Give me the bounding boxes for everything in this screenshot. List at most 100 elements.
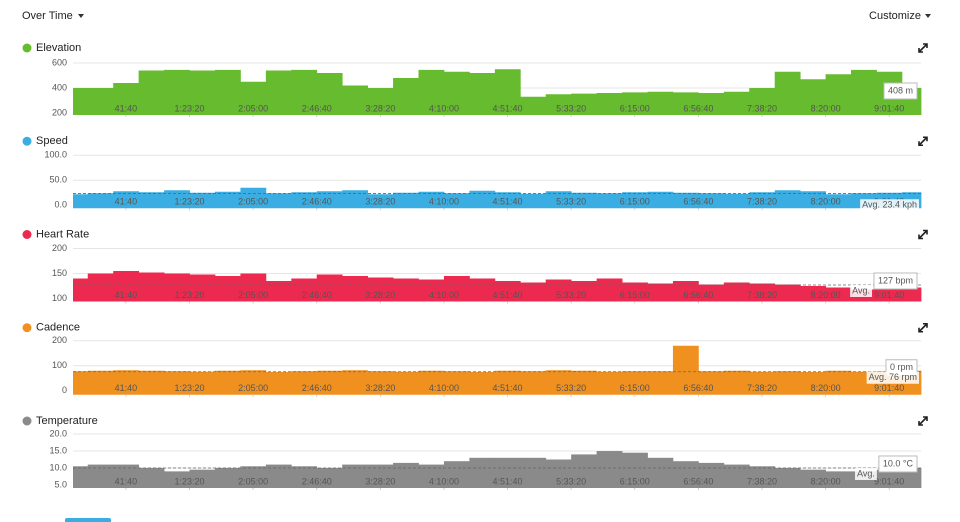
charts: Elevation 200 400 600 41:40 1:23:20 2:05:00 2:4… <box>22 42 928 490</box>
x-tick-label: 7:38:20 <box>747 383 777 393</box>
area-segment <box>418 69 445 115</box>
x-tick-label: 41:40 <box>115 197 138 207</box>
area-segment <box>698 93 725 115</box>
area-segment <box>265 464 292 488</box>
area-segment <box>418 191 445 209</box>
x-tick-label: 6:56:40 <box>683 103 713 113</box>
legend-dot <box>22 230 32 239</box>
area-segment <box>164 371 190 395</box>
area-segment <box>800 191 826 209</box>
area-segment <box>520 193 547 209</box>
area-segment <box>698 284 725 302</box>
area-segment <box>240 187 267 209</box>
x-tick-label: 9:01:40 <box>874 476 904 486</box>
area-segment <box>749 371 776 395</box>
area-segment <box>749 192 776 209</box>
area-segment <box>800 372 826 395</box>
area-segment <box>418 370 445 395</box>
area-segment <box>214 467 241 488</box>
chart-panel: Heart Rate 100 150 200 41:40 1:23:20 2:05:00 2:… <box>22 228 928 304</box>
x-tick-label: 8:20:00 <box>811 197 841 207</box>
expand-icon[interactable] <box>918 229 928 240</box>
x-tick-label: 5:33:20 <box>556 103 586 113</box>
area-segment <box>545 191 572 209</box>
area-segment <box>87 370 114 395</box>
area-segment <box>545 94 572 115</box>
x-tick-label: 2:05:00 <box>238 383 268 393</box>
area-segment <box>494 69 521 115</box>
x-tick-label: 6:15:00 <box>620 476 650 486</box>
expand-icon[interactable] <box>918 136 928 147</box>
area-segment <box>393 371 419 395</box>
customize-dropdown[interactable]: Customize <box>869 10 921 22</box>
area-segment <box>265 70 292 115</box>
area-segment <box>622 282 648 302</box>
area-segment <box>291 192 318 209</box>
area-segment <box>367 371 394 395</box>
area-segment <box>520 371 547 395</box>
x-tick-label: 7:38:20 <box>747 197 777 207</box>
area-segment <box>164 471 190 488</box>
x-tick-label: 4:10:00 <box>429 197 459 207</box>
area-segment <box>214 191 241 209</box>
area-segment <box>393 78 419 115</box>
x-tick-label: 4:10:00 <box>429 290 459 300</box>
area-segment <box>672 345 699 395</box>
chart-title: Speed <box>36 135 68 147</box>
area-segment <box>113 464 140 488</box>
area-segment <box>698 462 725 488</box>
area-segment <box>189 469 216 488</box>
area-segment <box>73 278 89 302</box>
x-tick-label: 3:28:20 <box>365 197 395 207</box>
expand-icon[interactable] <box>918 322 928 333</box>
x-tick-label: 1:23:20 <box>175 103 205 113</box>
area-segment <box>164 69 190 115</box>
area-segment <box>672 92 699 115</box>
area-segment <box>901 287 922 302</box>
area-segment <box>367 464 394 488</box>
average-label-bg <box>855 467 877 480</box>
x-tick-label: 41:40 <box>115 383 138 393</box>
area-segment <box>647 371 674 395</box>
y-tick-label: 150 <box>52 268 67 278</box>
expand-icon[interactable] <box>918 43 928 53</box>
area-segment <box>800 469 826 488</box>
area-segment <box>596 93 623 115</box>
x-tick-label: 6:56:40 <box>683 383 713 393</box>
area-segment <box>342 276 369 302</box>
x-tick-label: 7:38:20 <box>747 103 777 113</box>
area-segment <box>189 274 216 302</box>
area-segment <box>214 69 241 115</box>
area-segment <box>138 272 165 302</box>
area-segment <box>113 191 140 209</box>
area-segment <box>73 371 89 395</box>
area-segment <box>189 70 216 115</box>
area-segment <box>469 278 496 302</box>
area-segment <box>73 194 89 209</box>
x-tick-label: 2:46:40 <box>302 197 332 207</box>
x-tick-label: 4:51:40 <box>493 476 523 486</box>
y-tick-label: 15.0 <box>49 445 67 455</box>
expand-icon[interactable] <box>918 416 928 426</box>
area-segment <box>596 193 623 209</box>
x-tick-label: 4:51:40 <box>493 197 523 207</box>
area-segment <box>214 370 241 395</box>
area-segment <box>367 277 394 302</box>
x-tick-label: 4:10:00 <box>429 476 459 486</box>
area-segment <box>138 467 165 488</box>
x-tick-label: 6:15:00 <box>620 383 650 393</box>
chart-panel: Cadence 0 100 200 41:40 1:23:20 2:05:00 2:46:40… <box>22 322 928 397</box>
hover-label: 127 bpm <box>878 275 913 285</box>
area-segment <box>647 91 674 115</box>
hover-label: 0 rpm <box>890 362 913 372</box>
area-segment <box>189 371 216 395</box>
legend-dot <box>22 136 32 146</box>
over-time-dropdown[interactable]: Over Time <box>22 10 73 22</box>
area-segment <box>87 193 114 209</box>
x-tick-label: 2:46:40 <box>302 383 332 393</box>
area-segment <box>825 194 852 209</box>
area-segment <box>494 457 521 488</box>
area-segment <box>164 190 190 209</box>
button[interactable] <box>65 518 111 522</box>
